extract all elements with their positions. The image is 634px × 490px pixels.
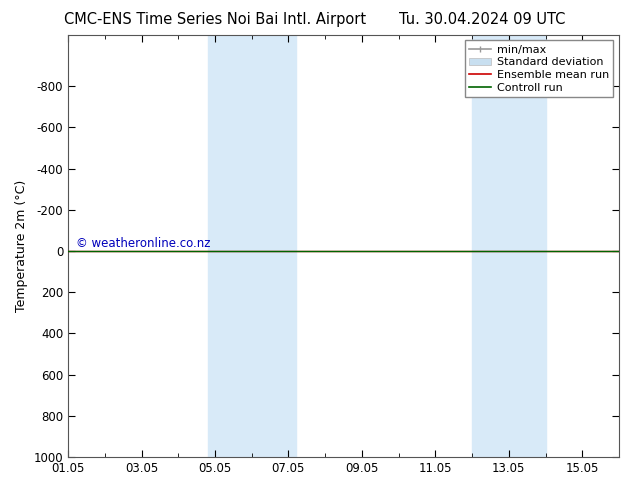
Text: © weatheronline.co.nz: © weatheronline.co.nz: [76, 237, 211, 249]
Y-axis label: Temperature 2m (°C): Temperature 2m (°C): [15, 180, 28, 312]
Bar: [252, 35, 296, 457]
Bar: [472, 35, 545, 457]
Text: CMC-ENS Time Series Noi Bai Intl. Airport: CMC-ENS Time Series Noi Bai Intl. Airpor…: [65, 12, 366, 27]
Text: Tu. 30.04.2024 09 UTC: Tu. 30.04.2024 09 UTC: [399, 12, 565, 27]
Legend: min/max, Standard deviation, Ensemble mean run, Controll run: min/max, Standard deviation, Ensemble me…: [465, 40, 614, 98]
Bar: [207, 35, 252, 457]
